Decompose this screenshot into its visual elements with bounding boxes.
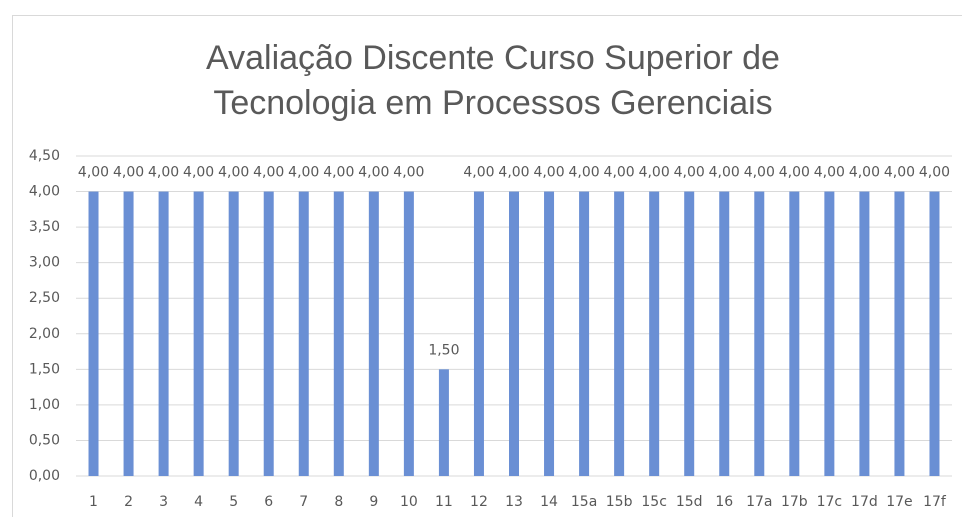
data-label: 4,00 xyxy=(884,165,915,181)
bar xyxy=(579,191,590,477)
x-tick-label: 5 xyxy=(229,494,238,510)
y-tick-label: 3,50 xyxy=(29,219,60,235)
bar xyxy=(298,191,309,477)
bar xyxy=(824,191,835,477)
data-label: 1,50 xyxy=(428,342,459,358)
data-label: 4,00 xyxy=(393,165,424,181)
data-label: 4,00 xyxy=(148,165,179,181)
x-tick-label: 17c xyxy=(817,494,843,510)
chart-title: Avaliação Discente Curso Superior de Tec… xyxy=(206,39,780,122)
bar xyxy=(333,191,344,477)
data-label: 4,00 xyxy=(744,165,775,181)
y-tick-label: 2,00 xyxy=(29,326,60,342)
x-tick-label: 15d xyxy=(676,494,703,510)
data-label: 4,00 xyxy=(709,165,740,181)
data-label: 4,00 xyxy=(218,165,249,181)
bar xyxy=(719,191,730,477)
bar xyxy=(859,191,870,477)
x-tick-label: 10 xyxy=(400,494,418,510)
data-label: 4,00 xyxy=(919,165,950,181)
y-tick-label: 0,50 xyxy=(29,432,60,448)
x-tick-label: 17a xyxy=(746,494,772,510)
x-tick-label: 7 xyxy=(299,494,308,510)
chart-border xyxy=(12,15,962,517)
data-label: 4,00 xyxy=(463,165,494,181)
bar xyxy=(509,191,519,477)
data-label: 4,00 xyxy=(568,165,599,181)
x-tick-label: 15b xyxy=(606,494,633,510)
x-tick-label: 6 xyxy=(264,494,273,510)
data-label: 4,00 xyxy=(323,165,354,181)
bar xyxy=(228,191,239,477)
bar xyxy=(684,191,695,477)
x-tick-label: 11 xyxy=(435,494,453,510)
data-label: 4,00 xyxy=(288,165,319,181)
data-label: 4,00 xyxy=(498,165,529,181)
data-label: 4,00 xyxy=(358,165,389,181)
data-label: 4,00 xyxy=(779,165,810,181)
data-label: 4,00 xyxy=(533,165,564,181)
x-tick-label: 17e xyxy=(886,494,912,510)
bar xyxy=(894,191,905,477)
y-tick-label: 3,00 xyxy=(29,255,60,271)
bar xyxy=(473,191,484,477)
x-tick-label: 17d xyxy=(851,494,878,510)
data-label: 4,00 xyxy=(639,165,670,181)
y-tick-label: 0,00 xyxy=(29,468,60,484)
bar xyxy=(754,191,765,477)
y-tick-label: 4,50 xyxy=(29,148,60,164)
data-label: 4,00 xyxy=(849,165,880,181)
x-tick-label: 17b xyxy=(781,494,808,510)
data-label: 4,00 xyxy=(674,165,705,181)
bar xyxy=(438,369,449,476)
bar xyxy=(158,191,169,477)
x-tick-label: 4 xyxy=(194,494,203,510)
bar xyxy=(544,191,555,477)
y-tick-label: 4,00 xyxy=(29,184,60,200)
data-label: 4,00 xyxy=(113,165,144,181)
x-tick-label: 17f xyxy=(923,494,947,510)
data-label: 4,00 xyxy=(78,165,109,181)
x-tick-label: 2 xyxy=(124,494,133,510)
x-tick-label: 14 xyxy=(540,494,558,510)
data-label: 4,00 xyxy=(183,165,214,181)
x-tick-label: 16 xyxy=(715,494,733,510)
x-tick-label: 9 xyxy=(369,494,378,510)
bar xyxy=(929,191,940,477)
y-tick-label: 1,50 xyxy=(29,361,60,377)
x-tick-label: 8 xyxy=(334,494,343,510)
x-tick-label: 12 xyxy=(470,494,488,510)
data-label: 4,00 xyxy=(604,165,635,181)
bar xyxy=(789,191,800,477)
x-tick-label: 3 xyxy=(159,494,168,510)
bar xyxy=(123,191,134,477)
bar xyxy=(263,191,274,477)
y-tick-label: 2,50 xyxy=(29,290,60,306)
data-label: 4,00 xyxy=(253,165,284,181)
y-tick-label: 1,00 xyxy=(29,397,60,413)
x-tick-label: 15a xyxy=(571,494,597,510)
bar xyxy=(88,191,99,477)
data-label: 4,00 xyxy=(814,165,845,181)
bar xyxy=(403,191,414,477)
x-tick-label: 1 xyxy=(89,494,98,510)
x-tick-label: 15c xyxy=(641,494,667,510)
x-tick-label: 13 xyxy=(505,494,523,510)
bar xyxy=(368,191,379,477)
bar xyxy=(649,191,660,477)
bar xyxy=(193,191,204,477)
bar xyxy=(614,191,625,477)
